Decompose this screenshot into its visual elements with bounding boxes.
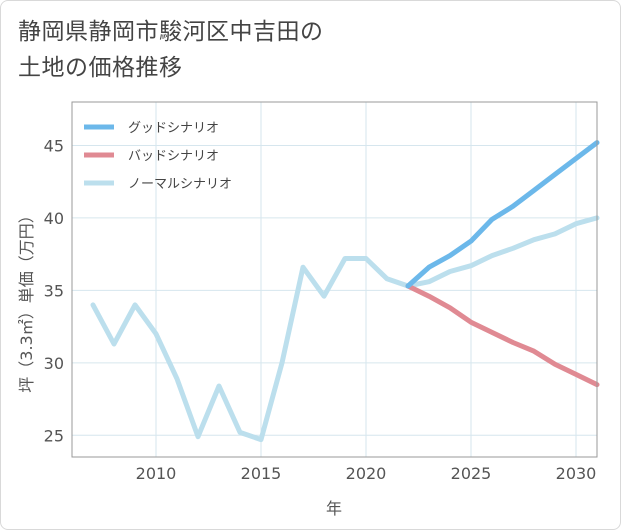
y-tick-labels: 25 30 35 40 45 xyxy=(44,136,64,445)
series-line-1 xyxy=(405,283,600,388)
plot-area-border xyxy=(71,101,598,458)
y-tick-label-30: 30 xyxy=(44,354,64,373)
chart-title: 静岡県静岡市駿河区中吉田の 土地の価格推移 xyxy=(18,14,438,86)
x-tick-labels: 2010 2015 2020 2025 2030 xyxy=(136,464,597,483)
x-axis-title: 年 xyxy=(326,499,342,518)
grid-lines xyxy=(72,102,597,457)
y-tick-label-25: 25 xyxy=(44,426,64,445)
legend-label-0: グッドシナリオ xyxy=(128,121,219,136)
y-tick-label-35: 35 xyxy=(44,281,64,300)
y-tick-label-40: 40 xyxy=(44,209,64,228)
legend-label-2: ノーマルシナリオ xyxy=(128,177,232,192)
series-lines xyxy=(90,140,600,443)
x-tick-label-2015: 2015 xyxy=(241,464,282,483)
x-tick-label-2010: 2010 xyxy=(136,464,177,483)
legend-label-1: バッドシナリオ xyxy=(128,149,219,164)
chart-title-line1: 静岡県静岡市駿河区中吉田の xyxy=(18,19,324,45)
y-tick-label-45: 45 xyxy=(44,136,64,155)
series-line-0 xyxy=(405,140,600,289)
x-tick-label-2030: 2030 xyxy=(556,464,597,483)
y-axis-title: 坪（3.3㎡）単価（万円） xyxy=(17,207,36,392)
x-tick-label-2020: 2020 xyxy=(346,464,387,483)
x-tick-label-2025: 2025 xyxy=(451,464,492,483)
chart-title-line2: 土地の価格推移 xyxy=(18,55,183,81)
series-line-2 xyxy=(90,215,600,443)
